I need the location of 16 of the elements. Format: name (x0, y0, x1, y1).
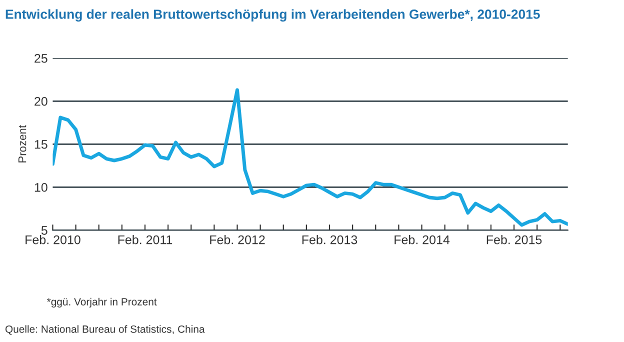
source-note: Quelle: National Bureau of Statistics, China (5, 325, 205, 335)
x-tick-label: Feb. 2011 (118, 235, 172, 244)
x-tick-label: Feb. 2015 (486, 235, 542, 244)
x-tick-label: Feb. 2012 (210, 235, 265, 244)
y-tick-label: 10 (34, 182, 48, 192)
y-tick-label: 15 (34, 140, 48, 149)
y-tick-label: 20 (34, 96, 48, 106)
x-tick-label: Feb. 2010 (26, 235, 80, 244)
chart-title: Entwicklung der realen Bruttowertschöpfung im Verarbeitenden Gewerbe*, 2010-2015 (6, 9, 540, 22)
y-axis-title: Prozent (18, 125, 26, 162)
y-tick-label: 25 (34, 54, 48, 63)
text: *ggü. Vorjahr in Prozent (46, 298, 157, 308)
y-tick-label: 5 (41, 226, 48, 235)
line-series (52, 88, 568, 227)
x-tick-label: Feb. 2013 (302, 235, 358, 244)
x-tick-label: Feb. 2014 (394, 235, 450, 244)
